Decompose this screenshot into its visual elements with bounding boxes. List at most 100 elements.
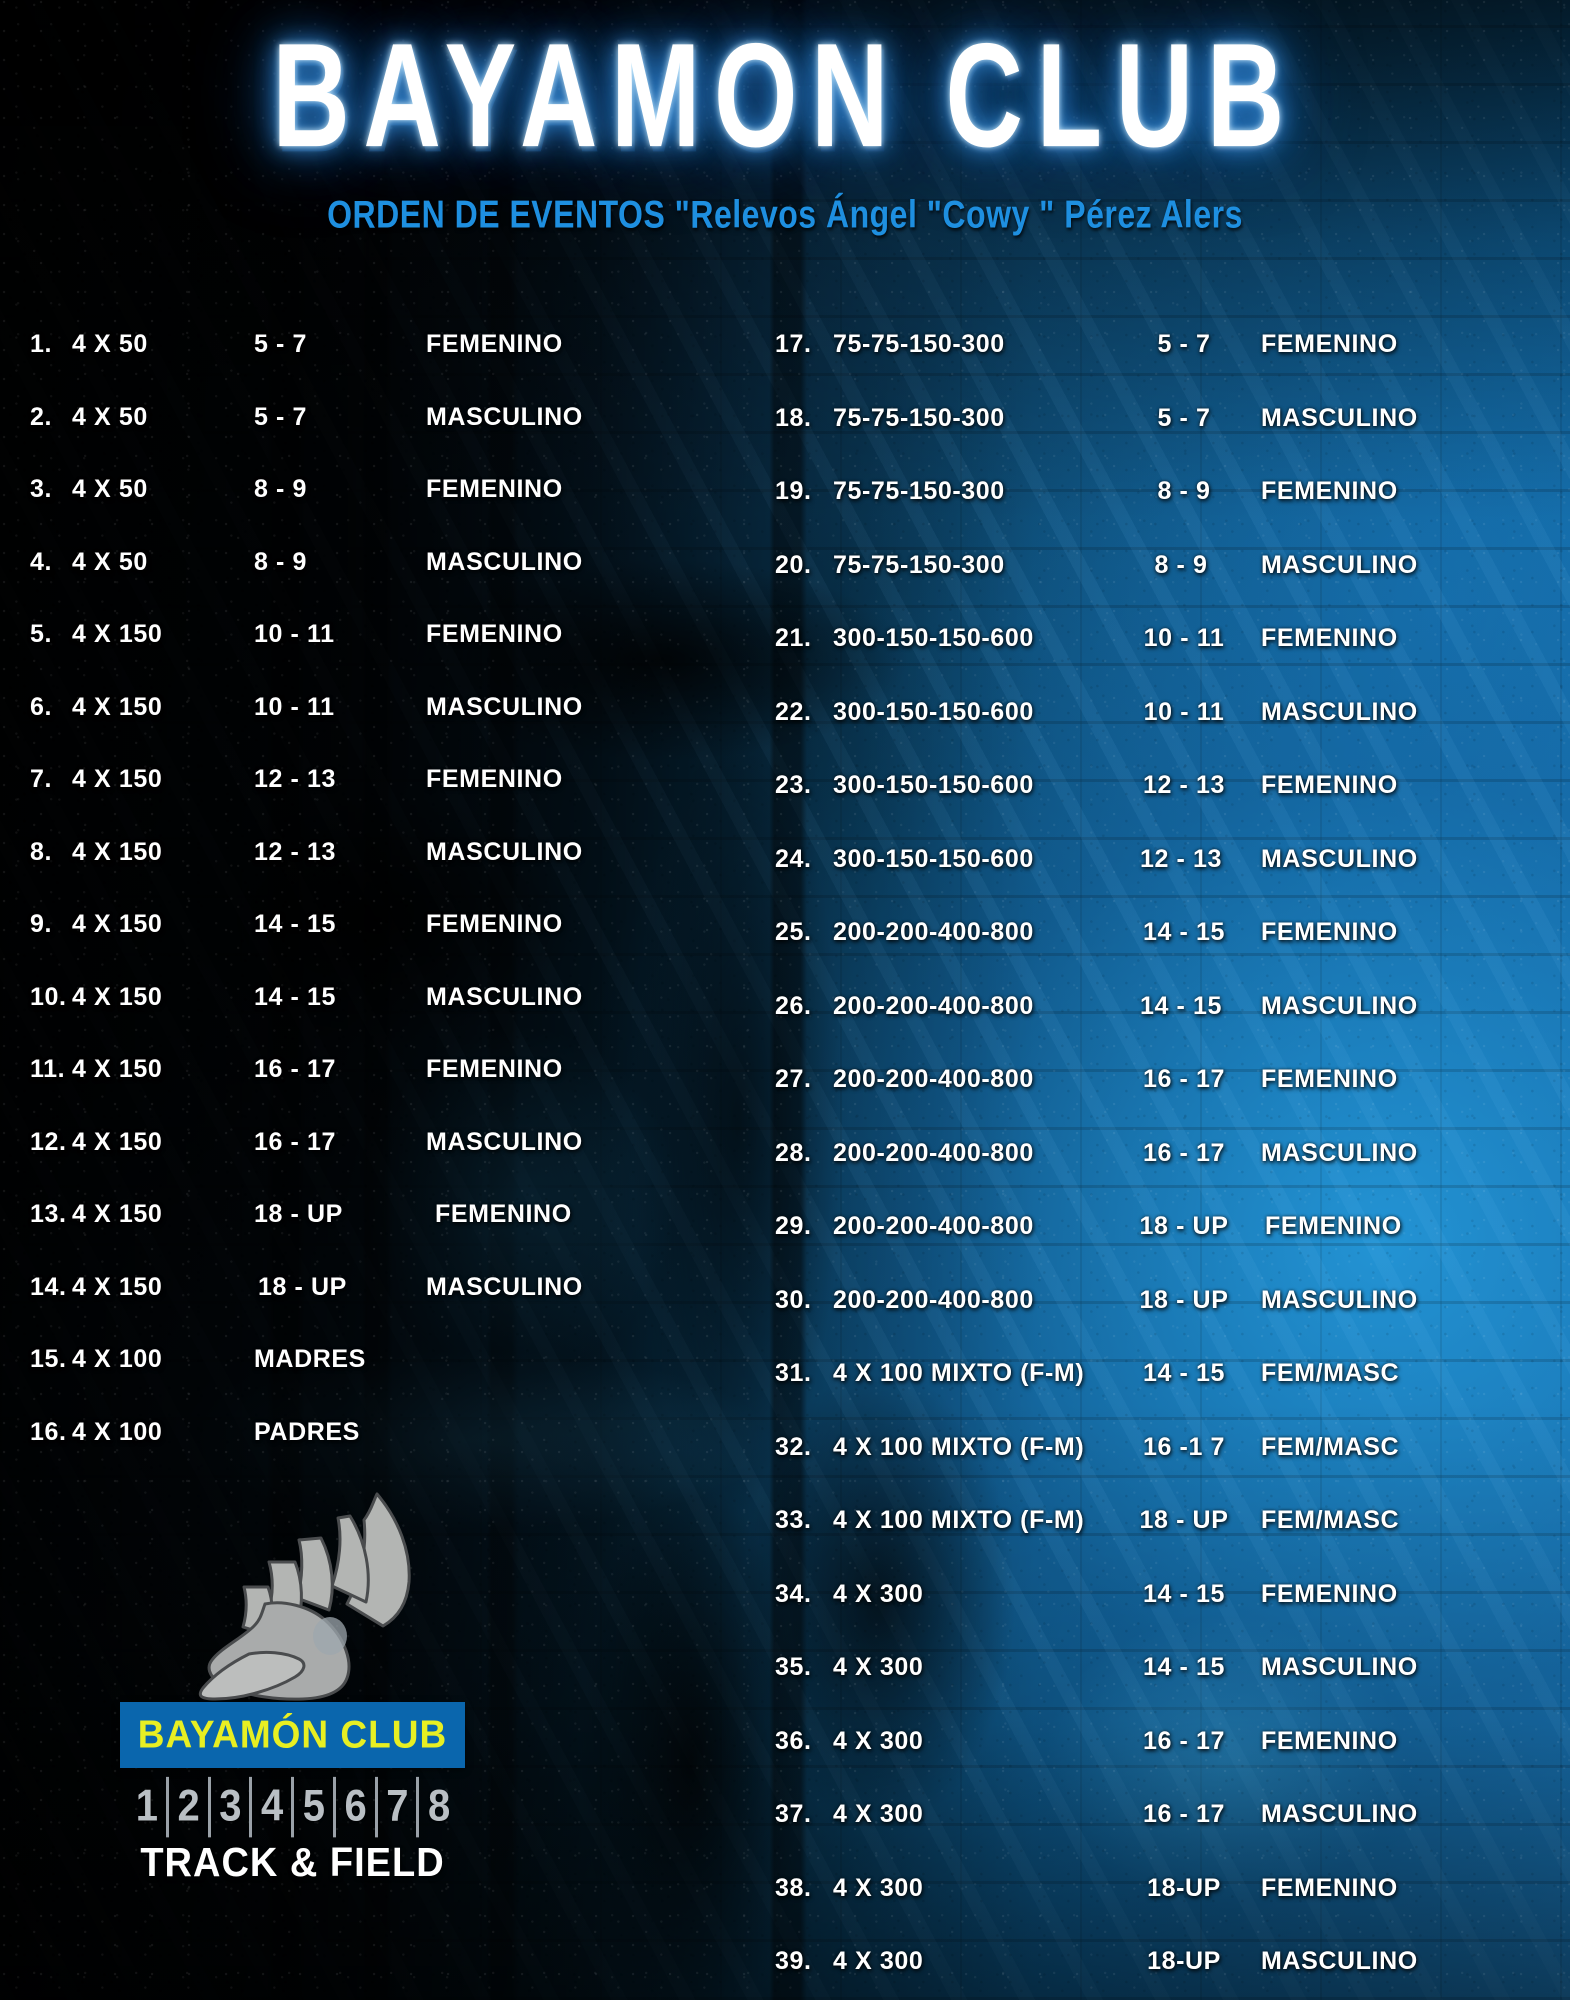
- lane-number: 4: [251, 1776, 294, 1838]
- event-category: MASCULINO: [426, 1272, 583, 1301]
- event-row: 38. 4 X 300 18-UP FEMENINO: [775, 1874, 1545, 1948]
- event-row: 15. 4 X 100 MADRES: [30, 1345, 730, 1418]
- event-row: 5. 4 X 150 10 - 11 FEMENINO: [30, 620, 730, 693]
- event-number: 21.: [775, 624, 812, 652]
- event-number: 3.: [30, 475, 53, 503]
- event-name: 75-75-150-300: [833, 330, 1005, 358]
- event-row: 4. 4 X 50 8 - 9 MASCULINO: [30, 548, 730, 621]
- event-age-group: 18 - UP: [258, 1272, 347, 1301]
- event-number: 33.: [775, 1506, 812, 1534]
- event-age-group: 10 - 11: [1143, 697, 1225, 726]
- club-name-text: BAYAMÓN CLUB: [137, 1713, 448, 1756]
- event-name: 4 X 150: [72, 837, 163, 866]
- event-category: MASCULINO: [426, 402, 583, 431]
- lane-number: 1: [126, 1776, 169, 1838]
- event-number: 27.: [775, 1065, 812, 1093]
- event-number: 25.: [775, 918, 812, 946]
- event-category: FEMENINO: [1261, 1065, 1398, 1093]
- event-row: 32. 4 X 100 MIXTO (F-M) 16 -1 7 FEM/MASC: [775, 1433, 1545, 1507]
- event-age-group: 8 - 9: [1157, 477, 1211, 505]
- event-name: 200-200-400-800: [833, 1138, 1034, 1167]
- event-category: MASCULINO: [1261, 1800, 1418, 1828]
- event-category: FEMENINO: [426, 620, 563, 648]
- event-row: 3. 4 X 50 8 - 9 FEMENINO: [30, 475, 730, 548]
- event-row: 8. 4 X 150 12 - 13 MASCULINO: [30, 838, 730, 911]
- event-number: 22.: [775, 697, 812, 726]
- event-name: 4 X 150: [72, 692, 163, 721]
- event-category: MASCULINO: [426, 1127, 583, 1156]
- event-age-group: 8 - 9: [254, 547, 308, 576]
- event-age-group: 14 - 15: [1142, 1359, 1226, 1387]
- event-age-group: 5 - 7: [254, 402, 308, 431]
- event-number: 20.: [775, 550, 812, 579]
- lane-number: 3: [210, 1776, 252, 1838]
- event-category: MASCULINO: [1261, 991, 1418, 1020]
- event-row: 18. 75-75-150-300 5 - 7 MASCULINO: [775, 404, 1545, 478]
- event-row: 29. 200-200-400-800 18 - UP FEMENINO: [775, 1212, 1545, 1286]
- event-age-group: 8 - 9: [1154, 550, 1208, 579]
- event-age-group: MADRES: [254, 1345, 366, 1373]
- event-name: 4 X 150: [72, 1127, 163, 1156]
- event-row: 17. 75-75-150-300 5 - 7 FEMENINO: [775, 330, 1545, 404]
- event-number: 23.: [775, 771, 812, 799]
- event-age-group: 5 - 7: [1157, 403, 1211, 432]
- event-row: 30. 200-200-400-800 18 - UP MASCULINO: [775, 1286, 1545, 1360]
- event-age-group: 18-UP: [1147, 1873, 1221, 1902]
- event-row: 27. 200-200-400-800 16 - 17 FEMENINO: [775, 1065, 1545, 1139]
- event-row: 9. 4 X 150 14 - 15 FEMENINO: [30, 910, 730, 983]
- event-row: 25. 200-200-400-800 14 - 15 FEMENINO: [775, 918, 1545, 992]
- event-age-group: 14 - 15: [1142, 918, 1226, 946]
- event-category: FEMENINO: [426, 330, 563, 358]
- event-category: FEMENINO: [1261, 1726, 1398, 1755]
- discipline-text: TRACK & FIELD: [140, 1840, 445, 1886]
- event-name: 4 X 150: [72, 1055, 163, 1083]
- event-age-group: 8 - 9: [254, 475, 308, 503]
- event-name: 4 X 50: [72, 475, 148, 503]
- event-age-group: 12 - 13: [1142, 771, 1226, 799]
- event-category: MASCULINO: [426, 982, 583, 1011]
- event-number: 39.: [775, 1947, 812, 1975]
- event-row: 33. 4 X 100 MIXTO (F-M) 18 - UP FEM/MASC: [775, 1506, 1545, 1580]
- event-name: 4 X 50: [72, 330, 148, 358]
- event-number: 36.: [775, 1726, 812, 1755]
- event-age-group: 5 - 7: [254, 330, 308, 358]
- event-age-group: 5 - 7: [1157, 330, 1211, 358]
- event-row: 23. 300-150-150-600 12 - 13 FEMENINO: [775, 771, 1545, 845]
- event-number: 15.: [30, 1345, 67, 1373]
- event-number: 2.: [30, 402, 53, 431]
- event-row: 34. 4 X 300 14 - 15 FEMENINO: [775, 1580, 1545, 1654]
- event-category: FEMENINO: [435, 1200, 572, 1228]
- event-category: FEM/MASC: [1261, 1506, 1400, 1534]
- event-row: 21. 300-150-150-600 10 - 11 FEMENINO: [775, 624, 1545, 698]
- event-category: FEMENINO: [1261, 477, 1398, 505]
- event-number: 29.: [775, 1212, 812, 1240]
- event-category: MASCULINO: [1261, 1138, 1418, 1167]
- event-number: 24.: [775, 844, 812, 873]
- event-category: MASCULINO: [1261, 1653, 1418, 1681]
- event-number: 5.: [30, 620, 53, 648]
- club-name-banner: BAYAMÓN CLUB: [120, 1702, 465, 1768]
- event-row: 11. 4 X 150 16 - 17 FEMENINO: [30, 1055, 730, 1128]
- event-row: 10. 4 X 150 14 - 15 MASCULINO: [30, 983, 730, 1056]
- event-column-left: 1. 4 X 50 5 - 7 FEMENINO 2. 4 X 50 5 - 7 MASCUL…: [30, 330, 730, 1490]
- poster-title: BAYAMON CLUB: [272, 12, 1298, 178]
- event-number: 8.: [30, 837, 53, 866]
- event-category: FEMENINO: [1261, 771, 1398, 799]
- lane-number: 2: [168, 1776, 211, 1838]
- event-number: 35.: [775, 1653, 812, 1681]
- event-name: 4 X 100 MIXTO (F-M): [833, 1359, 1085, 1387]
- event-row: 36. 4 X 300 16 - 17 FEMENINO: [775, 1727, 1545, 1801]
- event-age-group: 10 - 11: [254, 620, 335, 648]
- event-age-group: 12 - 13: [254, 765, 337, 793]
- event-number: 1.: [30, 330, 53, 358]
- event-name: 4 X 150: [72, 1272, 163, 1301]
- event-name: 4 X 300: [833, 1726, 924, 1755]
- event-age-group: 16 - 17: [1142, 1065, 1226, 1093]
- event-name: 4 X 300: [833, 1653, 924, 1681]
- event-category: FEMENINO: [426, 910, 563, 938]
- event-number: 30.: [775, 1285, 812, 1314]
- event-number: 6.: [30, 692, 53, 721]
- event-number: 9.: [30, 910, 53, 938]
